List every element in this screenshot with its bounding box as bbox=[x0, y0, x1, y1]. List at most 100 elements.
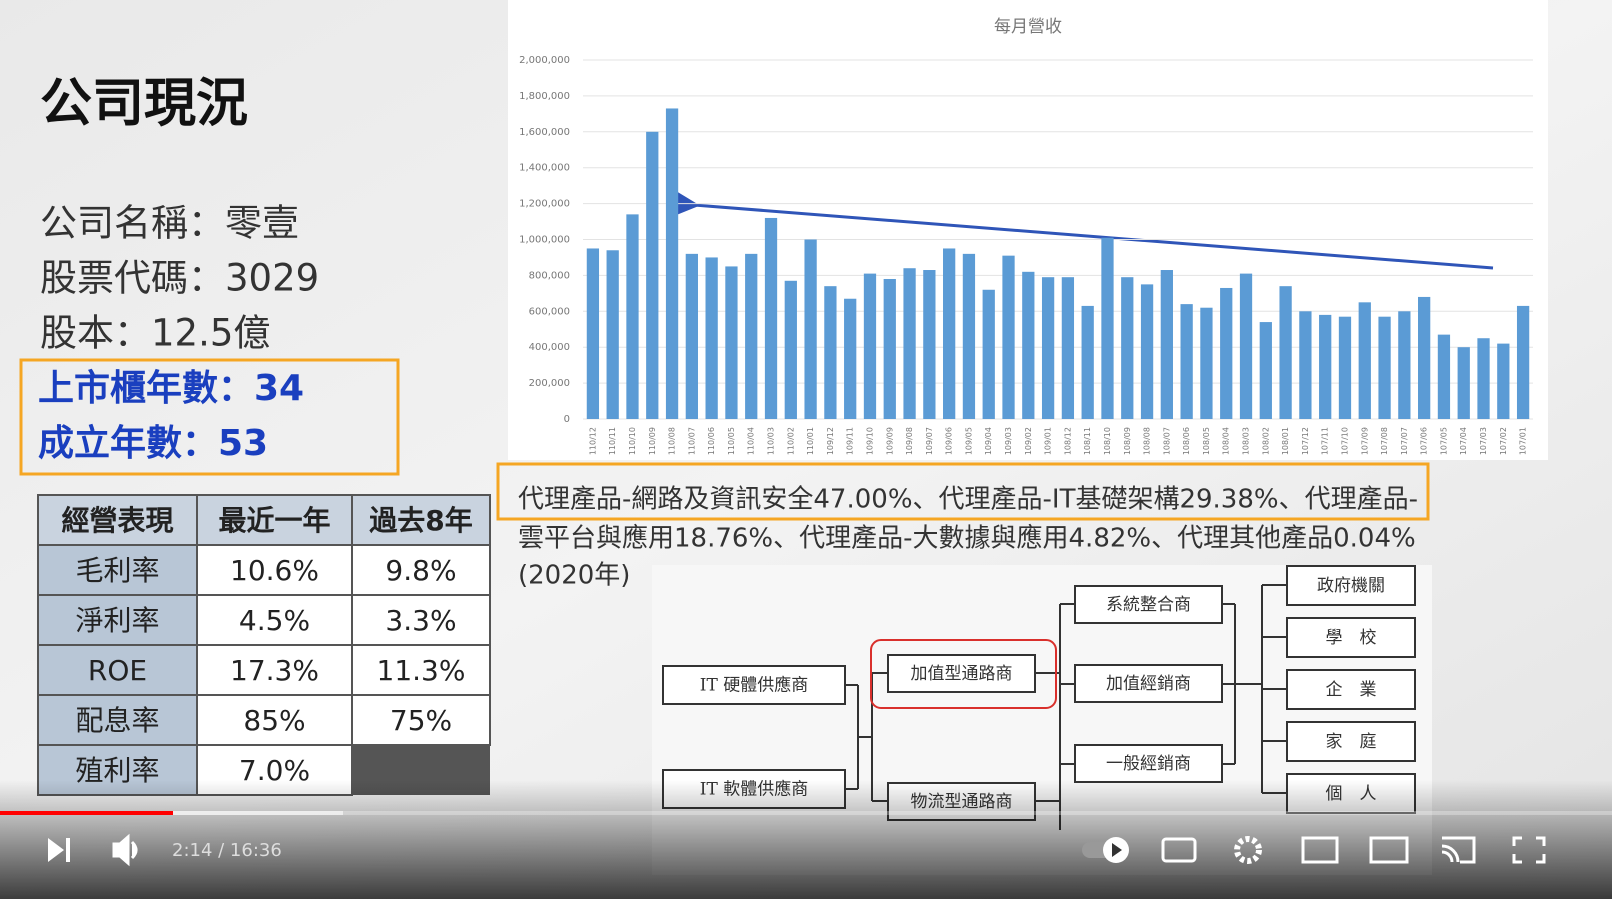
x-tick-label: 110/12 bbox=[588, 427, 597, 455]
highlight-box bbox=[19, 358, 400, 476]
table-cell bbox=[196, 694, 353, 746]
bar bbox=[943, 248, 956, 419]
x-tick-label: 109/10 bbox=[865, 427, 874, 455]
player-controls bbox=[1082, 836, 1546, 864]
x-tick-label: 108/11 bbox=[1083, 427, 1092, 455]
table-text: ROE bbox=[88, 654, 147, 687]
x-tick-label: 107/03 bbox=[1479, 427, 1488, 455]
cast-button[interactable] bbox=[1441, 836, 1476, 864]
highlight-line: 上市櫃年數：34 bbox=[38, 368, 304, 409]
table-text: 毛利率 bbox=[75, 554, 159, 587]
player-shade bbox=[0, 780, 1612, 899]
diagram-node bbox=[1286, 669, 1416, 710]
table-cell bbox=[196, 594, 353, 646]
x-tick-label: 107/08 bbox=[1380, 427, 1389, 455]
x-tick-label: 107/02 bbox=[1499, 427, 1508, 455]
bar bbox=[1319, 314, 1332, 419]
table-text: 11.3% bbox=[377, 654, 466, 687]
table-cell bbox=[351, 694, 491, 746]
bar bbox=[1180, 304, 1193, 419]
bar bbox=[1477, 338, 1490, 419]
table-cell bbox=[351, 494, 491, 546]
bar bbox=[982, 289, 995, 419]
x-tick-label: 107/05 bbox=[1439, 427, 1448, 455]
diagram-label: 系統整合商 bbox=[1106, 595, 1191, 615]
x-tick-label: 107/04 bbox=[1459, 427, 1468, 455]
bar bbox=[1516, 305, 1530, 419]
volume-button[interactable] bbox=[112, 833, 138, 867]
table-cell bbox=[37, 544, 198, 596]
fullscreen-button[interactable] bbox=[1512, 836, 1546, 864]
x-tick-label: 108/04 bbox=[1222, 427, 1231, 455]
x-tick-label: 108/01 bbox=[1281, 427, 1290, 455]
bar bbox=[804, 239, 817, 419]
x-tick-label: 108/09 bbox=[1123, 427, 1132, 455]
y-tick-label: 1,800,000 bbox=[519, 91, 570, 102]
bar bbox=[1338, 316, 1352, 419]
next-button[interactable] bbox=[48, 838, 70, 862]
bar bbox=[725, 266, 738, 419]
highlight-line: 成立年數：53 bbox=[38, 423, 268, 464]
miniplayer-button[interactable] bbox=[1301, 836, 1339, 864]
x-tick-label: 108/06 bbox=[1182, 427, 1191, 455]
bar bbox=[784, 280, 797, 419]
table-text: 9.8% bbox=[385, 554, 456, 587]
slide-title: 公司現況 bbox=[40, 74, 248, 134]
description-line: (2020年) bbox=[518, 561, 630, 591]
progress-played bbox=[0, 811, 173, 815]
description-line: 代理產品-網路及資訊安全47.00%、代理產品-IT基礎架構29.38%、代理產… bbox=[518, 485, 1418, 515]
diagram-node bbox=[1074, 664, 1223, 703]
table-text: 4.5% bbox=[239, 604, 310, 637]
bar bbox=[1220, 287, 1233, 419]
autoplay-icon bbox=[1112, 843, 1122, 857]
x-tick-label: 107/12 bbox=[1301, 427, 1310, 455]
x-tick-label: 110/11 bbox=[608, 427, 617, 455]
table-cell bbox=[351, 644, 491, 696]
bar bbox=[923, 270, 936, 419]
table-cell bbox=[37, 694, 198, 746]
x-tick-label: 108/08 bbox=[1143, 427, 1152, 455]
chart-title: 每月營收 bbox=[994, 17, 1062, 37]
bar bbox=[764, 217, 778, 419]
table-text: 3.3% bbox=[385, 604, 456, 637]
bar bbox=[1121, 277, 1134, 419]
bar bbox=[824, 286, 837, 419]
bar bbox=[1358, 302, 1371, 419]
theater-button[interactable] bbox=[1369, 836, 1409, 864]
y-tick-label: 1,000,000 bbox=[519, 235, 570, 246]
progress-track[interactable] bbox=[0, 811, 1612, 815]
x-tick-label: 109/08 bbox=[905, 427, 914, 455]
x-tick-label: 109/09 bbox=[885, 427, 894, 455]
x-tick-label: 109/06 bbox=[945, 427, 954, 455]
info-line: 公司名稱：零壹 bbox=[40, 202, 299, 245]
x-tick-label: 109/12 bbox=[826, 427, 835, 455]
diagram-label: 加值經銷商 bbox=[1106, 674, 1191, 694]
x-tick-label: 107/09 bbox=[1360, 427, 1369, 455]
x-tick-label: 107/01 bbox=[1519, 427, 1528, 455]
bar bbox=[745, 253, 758, 419]
focus-outline bbox=[870, 639, 1057, 709]
bar bbox=[1002, 255, 1015, 419]
x-tick-label: 110/04 bbox=[747, 427, 756, 455]
x-tick-label: 108/02 bbox=[1261, 427, 1270, 455]
x-tick-label: 110/01 bbox=[806, 427, 815, 455]
table-cell bbox=[351, 594, 491, 646]
y-tick-label: 0 bbox=[564, 414, 570, 425]
x-tick-label: 109/07 bbox=[925, 427, 934, 455]
y-tick-label: 200,000 bbox=[529, 378, 570, 389]
bar bbox=[903, 268, 916, 419]
x-tick-label: 110/10 bbox=[628, 427, 637, 455]
settings-button[interactable] bbox=[1234, 836, 1262, 864]
x-tick-label: 110/07 bbox=[687, 427, 696, 455]
bar bbox=[1378, 316, 1391, 419]
bar bbox=[1437, 334, 1451, 419]
bar bbox=[1140, 284, 1154, 419]
y-tick-label: 400,000 bbox=[529, 342, 570, 353]
table-text: 17.3% bbox=[230, 654, 319, 687]
bar bbox=[1398, 311, 1411, 419]
diagram-label: 加值型通路商 bbox=[911, 664, 1013, 684]
x-tick-label: 108/07 bbox=[1162, 427, 1171, 455]
subtitles-button[interactable] bbox=[1161, 837, 1197, 863]
bar bbox=[1457, 347, 1470, 419]
